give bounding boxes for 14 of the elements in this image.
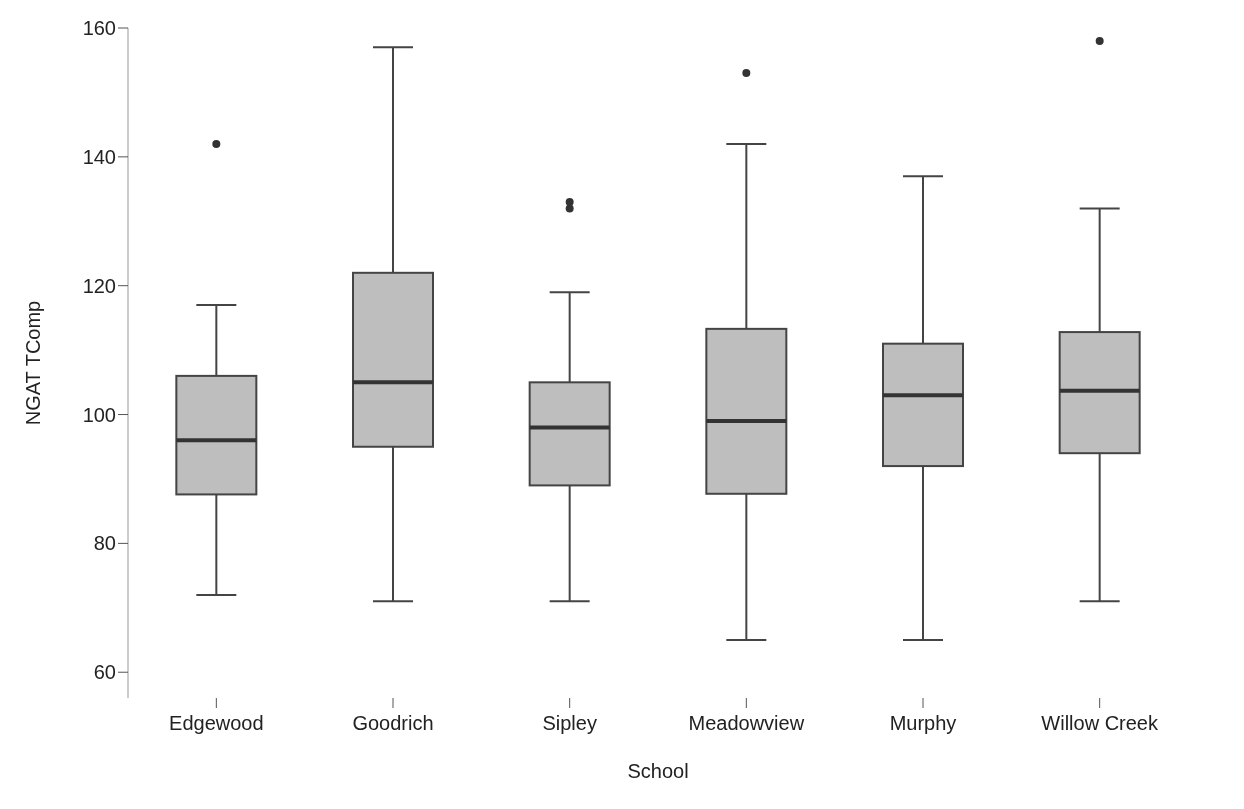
- y-tick-label: 160: [82, 17, 116, 40]
- y-tick-label: 60: [93, 661, 116, 684]
- y-axis-title: NGAT TComp: [22, 300, 45, 426]
- x-tick-label: Meadowview: [688, 712, 805, 735]
- y-tick-label: 120: [82, 274, 116, 297]
- x-tick-label: Goodrich: [352, 712, 434, 735]
- x-tick-label: Willow Creek: [1041, 712, 1159, 735]
- x-tick-label: Edgewood: [169, 712, 264, 735]
- x-tick-label: Sipley: [542, 712, 597, 735]
- x-tick-label: Murphy: [889, 712, 957, 735]
- y-tick-label: 100: [82, 403, 116, 426]
- y-tick-label: 140: [82, 145, 116, 168]
- x-axis-title: School: [627, 760, 689, 782]
- y-tick-label: 80: [93, 532, 116, 555]
